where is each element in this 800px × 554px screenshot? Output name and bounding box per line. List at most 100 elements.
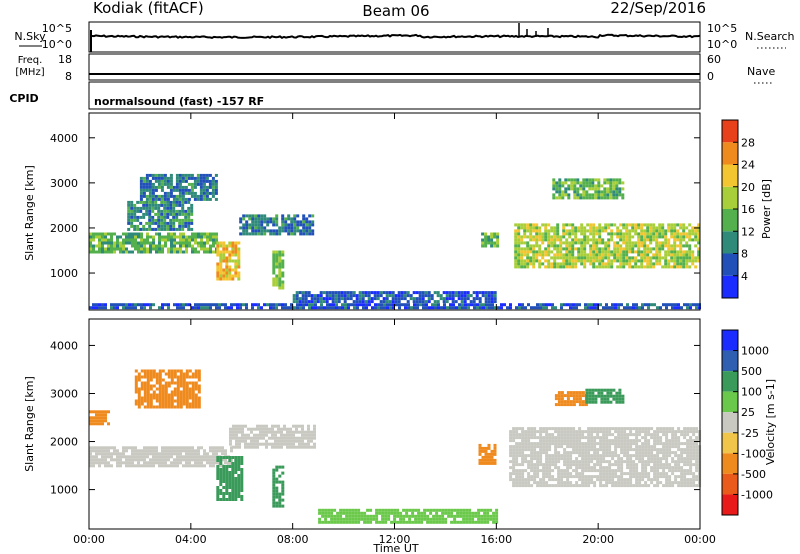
data-cell xyxy=(697,235,701,239)
data-cell xyxy=(176,455,179,459)
data-cell xyxy=(146,387,150,391)
data-cell xyxy=(618,391,622,395)
data-cell xyxy=(311,214,315,218)
data-cell xyxy=(561,193,565,197)
data-cell xyxy=(623,460,627,464)
data-cell xyxy=(585,190,589,194)
data-cell xyxy=(310,436,313,440)
data-cell xyxy=(292,294,296,298)
data-cell xyxy=(566,427,570,431)
data-cell xyxy=(601,262,605,266)
data-cell xyxy=(151,182,155,186)
data-cell xyxy=(203,241,206,245)
data-cell xyxy=(187,227,191,231)
data-cell xyxy=(240,498,244,501)
data-cell xyxy=(584,448,588,452)
data-cell xyxy=(668,478,672,482)
data-cell xyxy=(348,511,352,515)
data-cell xyxy=(247,427,250,431)
data-cell xyxy=(234,471,238,474)
data-cell xyxy=(608,448,612,452)
data-cell xyxy=(399,520,403,524)
data-cell xyxy=(245,214,249,218)
data-cell xyxy=(292,436,295,440)
data-cell xyxy=(310,300,314,304)
data-cell xyxy=(308,229,312,233)
data-cell xyxy=(237,486,241,489)
data-cell xyxy=(384,520,388,524)
data-cell xyxy=(548,439,552,443)
data-cell xyxy=(616,229,620,233)
data-cell xyxy=(577,238,581,242)
data-cell xyxy=(134,247,137,251)
data-cell xyxy=(89,238,92,242)
data-cell xyxy=(524,436,528,440)
data-cell xyxy=(591,178,595,182)
data-cell xyxy=(652,247,656,251)
data-cell xyxy=(596,451,600,455)
data-cell xyxy=(154,200,158,204)
data-cell xyxy=(538,244,542,248)
data-cell xyxy=(231,477,235,480)
data-cell xyxy=(104,449,107,453)
data-cell xyxy=(692,442,696,446)
data-cell xyxy=(664,256,668,260)
data-cell xyxy=(656,460,660,464)
data-cell xyxy=(548,472,552,476)
data-cell xyxy=(137,235,140,239)
data-cell xyxy=(406,300,410,304)
data-cell xyxy=(281,271,285,275)
data-cell xyxy=(194,235,197,239)
data-cell xyxy=(92,232,95,236)
data-cell xyxy=(283,442,286,446)
data-cell xyxy=(607,259,611,263)
data-cell xyxy=(256,433,259,437)
data-cell xyxy=(157,218,161,222)
data-cell xyxy=(695,475,699,479)
data-cell xyxy=(599,427,603,431)
data-cell xyxy=(151,209,155,213)
data-cell xyxy=(385,294,389,298)
data-cell xyxy=(686,478,690,482)
data-cell xyxy=(133,206,137,210)
data-cell xyxy=(101,452,104,456)
data-cell xyxy=(686,454,690,458)
data-cell xyxy=(573,190,577,194)
data-cell xyxy=(104,238,107,242)
data-cell xyxy=(589,262,593,266)
data-cell xyxy=(560,478,564,482)
data-cell xyxy=(155,378,159,382)
data-cell xyxy=(253,436,256,440)
data-cell xyxy=(686,448,690,452)
y-tick-label: 2000 xyxy=(50,222,78,235)
data-cell xyxy=(107,422,110,426)
data-cell xyxy=(334,294,338,298)
data-cell xyxy=(586,229,590,233)
data-cell xyxy=(172,212,176,216)
data-cell xyxy=(176,250,179,254)
data-cell xyxy=(591,193,595,197)
data-cell xyxy=(160,182,164,186)
data-cell xyxy=(157,203,161,207)
data-cell xyxy=(521,436,525,440)
data-cell xyxy=(538,238,542,242)
data-cell xyxy=(164,238,167,242)
data-cell xyxy=(635,439,639,443)
data-cell xyxy=(376,297,380,301)
data-cell xyxy=(653,303,656,307)
data-cell xyxy=(619,244,623,248)
data-cell xyxy=(640,238,644,242)
data-cell xyxy=(643,244,647,248)
data-cell xyxy=(677,448,681,452)
data-cell xyxy=(194,399,198,403)
data-cell xyxy=(664,259,668,263)
data-cell xyxy=(668,451,672,455)
data-cell xyxy=(412,297,416,301)
data-cell xyxy=(532,262,536,266)
data-cell xyxy=(601,265,605,269)
data-cell xyxy=(552,193,556,197)
data-cell xyxy=(274,445,277,449)
data-cell xyxy=(209,464,212,468)
data-cell xyxy=(166,224,170,228)
data-cell xyxy=(697,223,701,227)
